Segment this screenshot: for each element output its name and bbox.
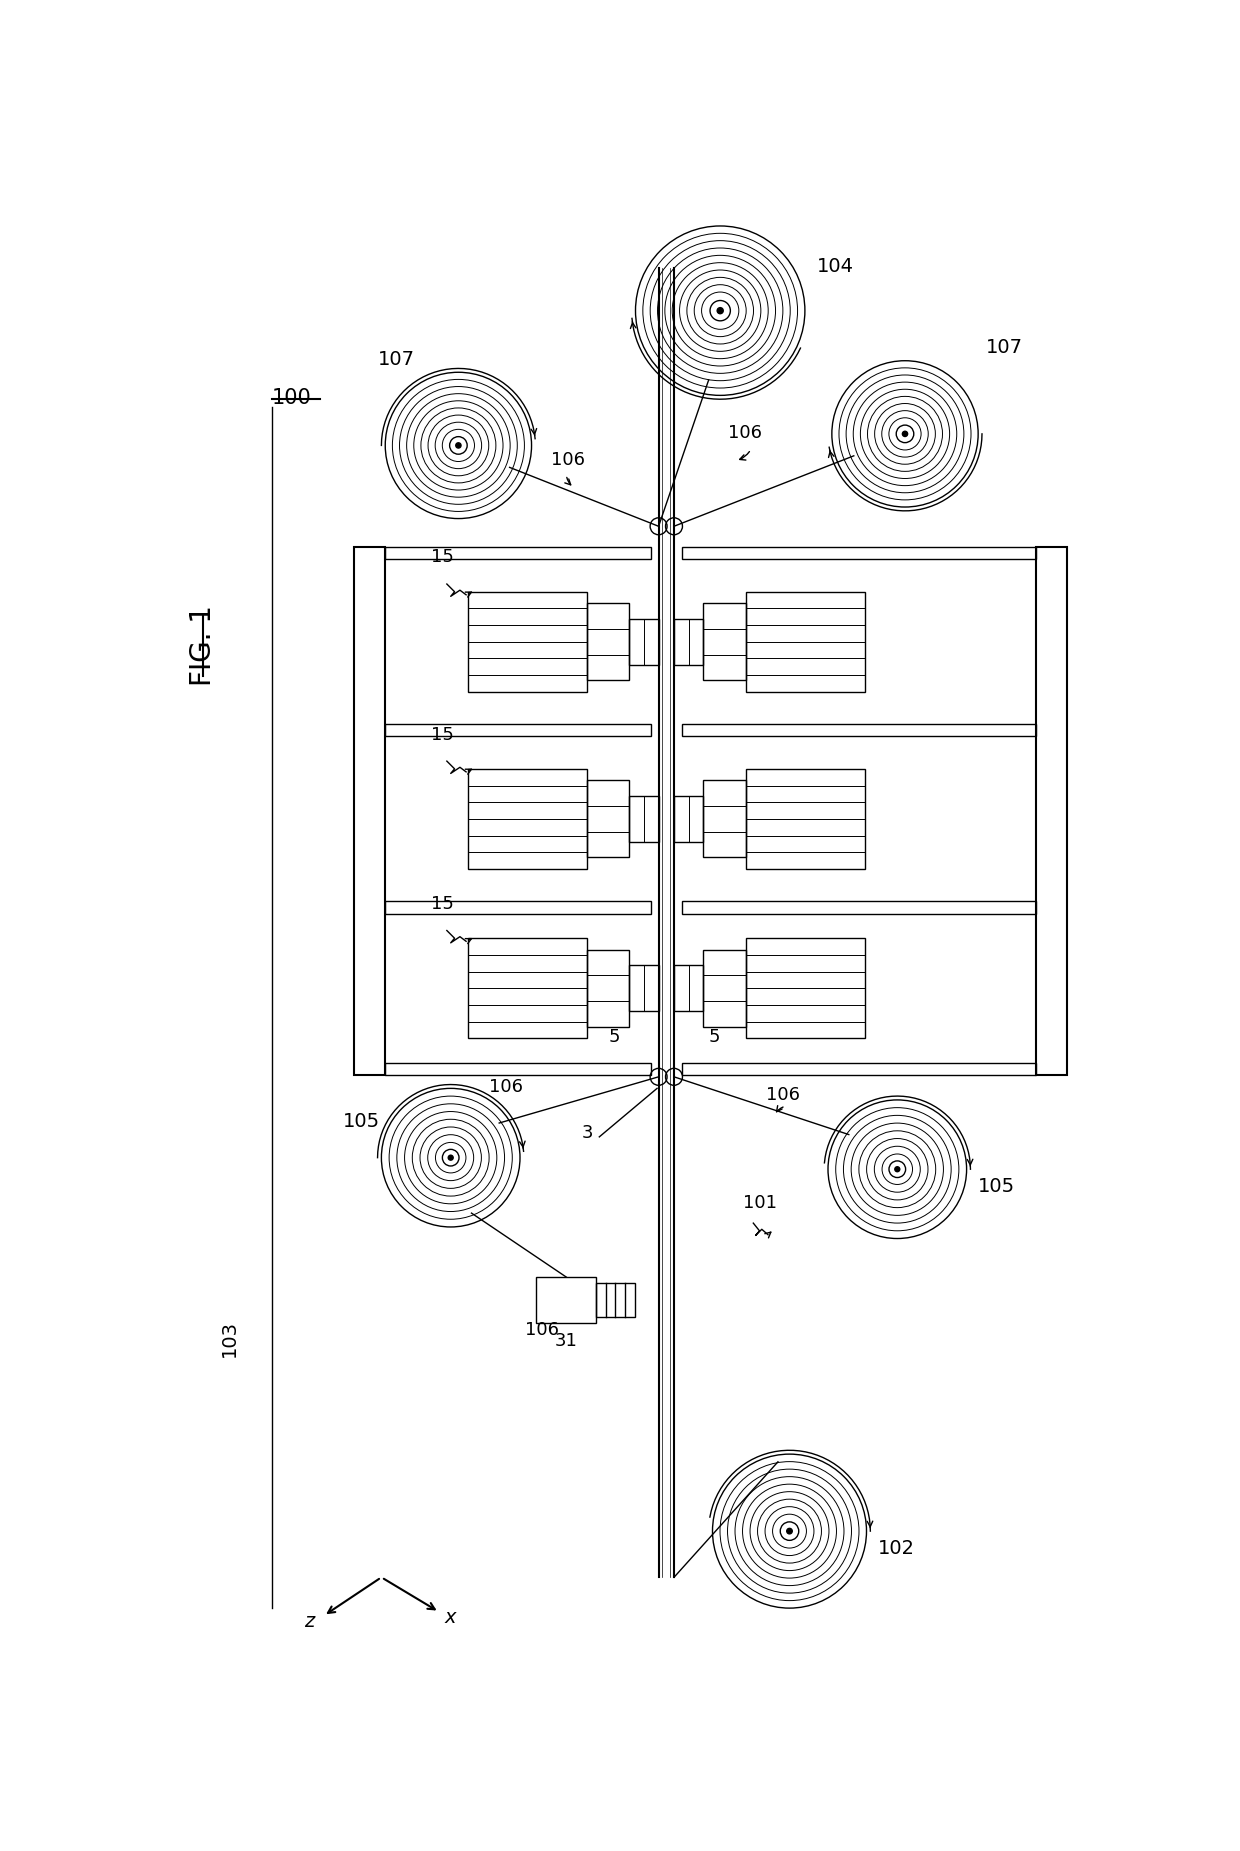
- Bar: [675, 964, 703, 1011]
- Text: 31: 31: [554, 1333, 578, 1351]
- Bar: [587, 781, 630, 857]
- Bar: [703, 603, 745, 681]
- Bar: [682, 1062, 1035, 1075]
- Text: FIG. 1: FIG. 1: [188, 605, 217, 687]
- Text: 106: 106: [525, 1322, 558, 1338]
- Bar: [675, 796, 703, 842]
- Bar: [682, 901, 1035, 914]
- Text: 5: 5: [708, 1027, 720, 1046]
- Bar: [386, 901, 651, 914]
- Bar: [630, 618, 658, 665]
- Bar: [587, 950, 630, 1027]
- Bar: [467, 938, 587, 1038]
- Text: 5: 5: [609, 1027, 620, 1046]
- Text: 103: 103: [219, 1320, 238, 1357]
- Bar: [386, 724, 651, 737]
- Text: 106: 106: [766, 1087, 800, 1103]
- Bar: [386, 548, 651, 559]
- Bar: [745, 938, 866, 1038]
- Text: 100: 100: [272, 387, 311, 407]
- Text: 106: 106: [728, 424, 761, 442]
- Bar: [745, 592, 866, 692]
- Text: 104: 104: [816, 257, 853, 276]
- Text: 101: 101: [743, 1194, 777, 1212]
- Bar: [675, 618, 703, 665]
- Bar: [467, 768, 587, 868]
- Bar: [386, 1062, 651, 1075]
- Bar: [1035, 548, 1066, 1075]
- Circle shape: [456, 442, 461, 448]
- Text: 106: 106: [551, 450, 585, 468]
- Text: 102: 102: [878, 1540, 915, 1559]
- Bar: [630, 964, 658, 1011]
- Text: 106: 106: [490, 1079, 523, 1096]
- Text: 107: 107: [377, 350, 414, 368]
- Text: 15: 15: [432, 896, 454, 913]
- Text: 15: 15: [432, 726, 454, 744]
- Bar: [355, 548, 386, 1075]
- Text: x: x: [444, 1609, 456, 1627]
- Bar: [682, 548, 1035, 559]
- Bar: [682, 724, 1035, 737]
- Text: z: z: [304, 1612, 315, 1631]
- Bar: [587, 603, 630, 681]
- Text: 107: 107: [986, 339, 1023, 357]
- Text: 105: 105: [343, 1112, 379, 1131]
- Bar: [703, 950, 745, 1027]
- Circle shape: [895, 1166, 900, 1172]
- Bar: [630, 796, 658, 842]
- Text: 3: 3: [582, 1124, 593, 1142]
- Bar: [745, 768, 866, 868]
- Bar: [536, 1277, 596, 1323]
- Bar: [596, 1283, 635, 1318]
- Bar: [703, 781, 745, 857]
- Text: 105: 105: [978, 1177, 1016, 1196]
- Text: 15: 15: [432, 548, 454, 566]
- Circle shape: [448, 1155, 453, 1161]
- Bar: [467, 592, 587, 692]
- Circle shape: [717, 307, 723, 313]
- Circle shape: [903, 431, 908, 437]
- Circle shape: [786, 1529, 792, 1534]
